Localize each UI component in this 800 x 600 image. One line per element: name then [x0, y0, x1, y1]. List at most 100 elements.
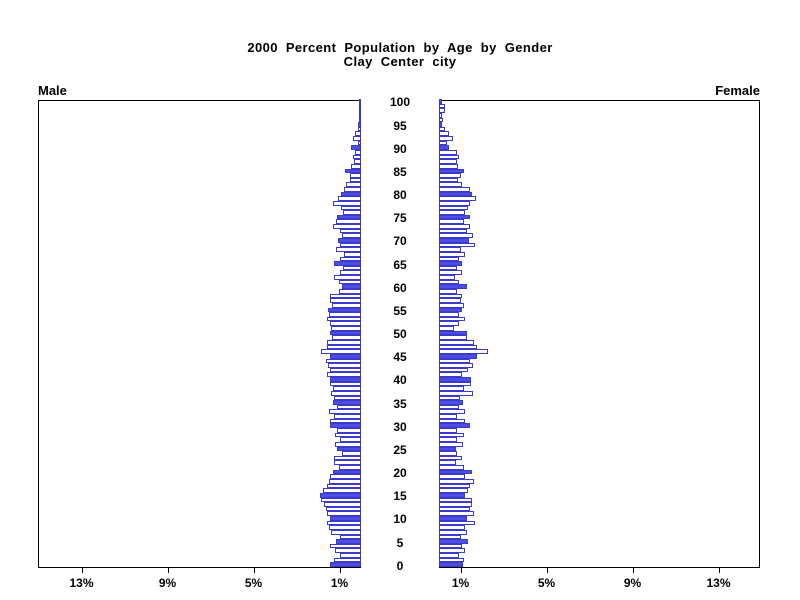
female-bar-age-44	[439, 358, 471, 364]
female-bar-age-19	[439, 474, 466, 479]
male-bar-age-53	[326, 316, 361, 322]
male-bar-age-74	[336, 219, 361, 225]
male-bar-age-83	[349, 177, 361, 183]
female-bar-age-88	[439, 154, 460, 160]
male-bar-age-18	[328, 478, 361, 484]
male-bar-age-2	[339, 553, 361, 558]
female-bar-age-77	[439, 205, 469, 211]
age-tick-label-15: 15	[393, 489, 407, 504]
male-bar-age-99	[359, 103, 361, 109]
female-bar-age-81	[439, 187, 471, 192]
male-tick-1%	[339, 568, 341, 573]
age-tick-label-50: 50	[393, 327, 407, 341]
age-tick-label-35: 35	[393, 396, 407, 411]
female-bar-age-96	[439, 117, 443, 123]
male-bar-age-90	[351, 145, 361, 150]
male-bar-age-59	[339, 289, 361, 294]
age-tick-label-25: 25	[393, 442, 407, 457]
male-bar-age-50	[329, 330, 361, 336]
male-bar-age-32	[333, 414, 361, 419]
female-bar-age-61	[439, 279, 459, 285]
female-bar-age-37	[439, 390, 474, 396]
female-bar-age-68	[439, 247, 461, 252]
male-bar-age-7	[331, 529, 361, 535]
male-bar-age-61	[338, 279, 361, 285]
female-bar-age-64	[439, 265, 458, 271]
female-bar-age-92	[439, 136, 453, 141]
male-bar-age-9	[327, 520, 361, 526]
male-bar-age-16	[323, 488, 361, 493]
male-bar-age-88	[352, 154, 361, 160]
female-bar-age-52	[439, 321, 459, 327]
male-bar-age-75	[337, 214, 361, 220]
female-bar-age-90	[439, 145, 449, 150]
male-bar-age-19	[330, 474, 361, 479]
female-bar-age-29	[439, 428, 458, 433]
female-bar-age-14	[439, 497, 472, 503]
male-bar-age-23	[334, 455, 361, 461]
male-bar-age-55	[328, 307, 361, 313]
female-bar-age-53	[439, 316, 466, 322]
male-bar-age-80	[340, 191, 361, 197]
male-bar-age-31	[329, 418, 361, 424]
female-bar-age-71	[439, 233, 474, 239]
female-tick-label-13%: 13%	[706, 576, 731, 590]
male-bar-age-0	[329, 562, 361, 567]
female-bar-age-28	[439, 432, 464, 438]
male-bar-age-84	[350, 173, 361, 178]
female-bar-age-34	[439, 404, 459, 410]
female-bar-age-72	[439, 228, 467, 234]
female-bar-age-15	[439, 492, 466, 498]
male-panel-label: Male	[38, 83, 67, 98]
male-bar-age-24	[341, 451, 361, 456]
female-bar-age-58	[439, 293, 462, 299]
male-tick-label-13%: 13%	[69, 576, 94, 590]
male-bar-age-64	[342, 265, 361, 271]
female-tick-label-1%: 1%	[451, 576, 470, 590]
female-bar-age-91	[439, 140, 448, 146]
male-bar-age-87	[353, 159, 361, 164]
female-bar-age-83	[439, 177, 459, 183]
male-bar-age-49	[332, 335, 361, 340]
female-bar-age-20	[439, 469, 472, 475]
male-bar-age-45	[329, 353, 361, 359]
male-tick-label-1%: 1%	[330, 576, 349, 590]
female-bar-age-12	[439, 506, 471, 512]
male-bar-age-86	[351, 163, 361, 169]
female-bar-age-48	[439, 339, 475, 345]
male-bar-age-22	[334, 460, 361, 466]
female-bar-age-82	[439, 182, 462, 188]
female-bar-age-9	[439, 520, 476, 526]
female-bar-age-78	[439, 200, 471, 206]
age-tick-label-85: 85	[393, 164, 407, 179]
male-bar-age-57	[329, 298, 361, 303]
female-bar-age-38	[439, 386, 464, 391]
male-bar-age-79	[338, 196, 361, 201]
male-bar-age-12	[325, 506, 361, 512]
male-bar-age-33	[328, 409, 361, 415]
male-bar-age-68	[336, 247, 361, 252]
male-bar-age-47	[326, 344, 361, 350]
male-bar-age-96	[358, 117, 361, 123]
female-bar-age-65	[439, 261, 462, 266]
male-bar-age-44	[325, 358, 361, 364]
chart-title: 2000 Percent Population by Age by Gender	[247, 40, 553, 55]
female-pyramid-panel	[439, 99, 760, 568]
male-bar-age-4	[330, 543, 361, 549]
female-bar-age-93	[439, 131, 449, 137]
male-bar-age-69	[339, 242, 361, 248]
male-bar-age-42	[329, 367, 361, 373]
female-bar-age-7	[439, 529, 467, 535]
male-tick-label-5%: 5%	[244, 576, 263, 590]
male-tick-9%	[167, 568, 169, 573]
male-bar-age-94	[358, 126, 361, 132]
age-tick-label-100: 100	[389, 95, 411, 110]
female-bar-age-74	[439, 219, 464, 225]
female-bar-age-62	[439, 275, 455, 280]
chart-subtitle: Clay Center city	[343, 54, 457, 69]
female-bar-age-51	[439, 326, 454, 331]
male-bar-age-72	[340, 228, 361, 234]
male-bar-age-10	[329, 516, 361, 521]
female-bar-age-63	[439, 270, 462, 276]
female-tick-9%	[632, 568, 634, 573]
